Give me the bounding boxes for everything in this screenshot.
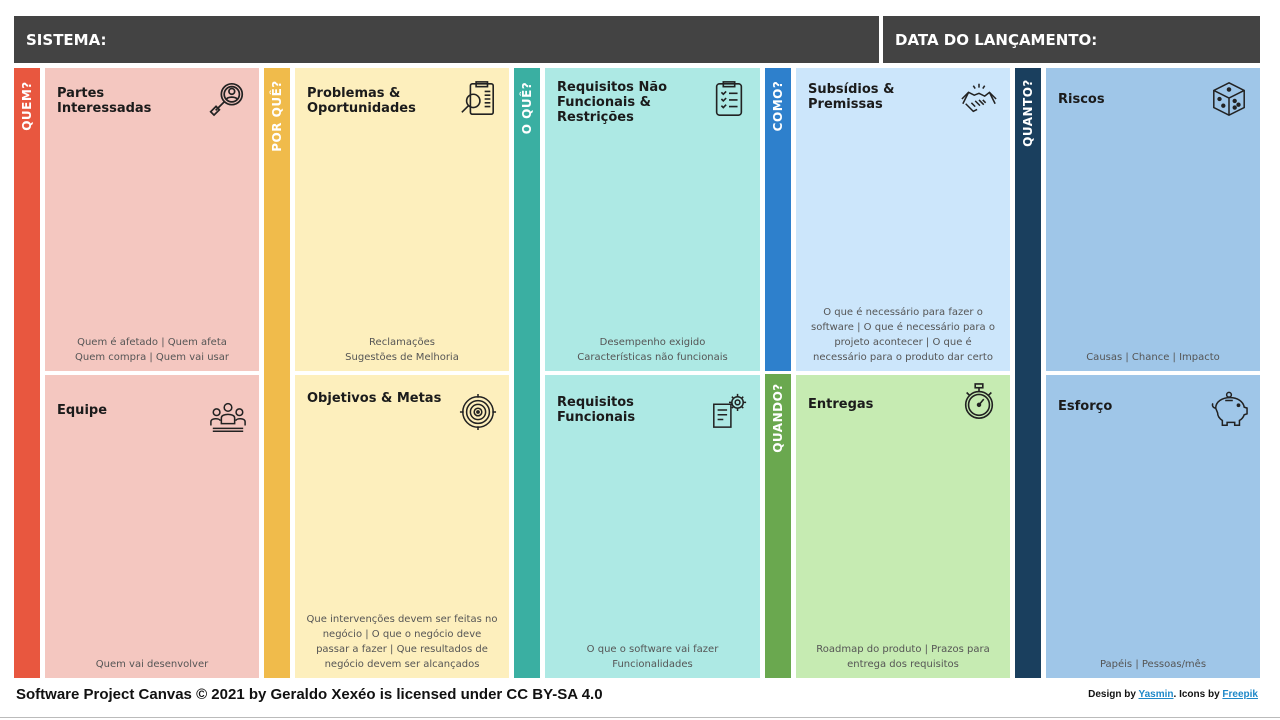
cell-partes-interessadas[interactable]: Partes Interessadas Quem é afetado | Que… [45,68,259,371]
entregas-title: Entregas [808,397,874,412]
objetivos-desc: Que intervenções devem ser feitas no negó… [306,614,498,670]
tab-como: COMO? [765,68,791,371]
tab-por-que-label: POR QUÊ? [270,80,284,152]
cell-requisitos-nao-funcionais[interactable]: Requisitos Não Funcionais & Restrições D… [545,68,760,371]
partes-desc: Quem é afetado | Quem afeta Quem compra |… [74,337,230,363]
clipboard-search-icon [461,81,495,116]
equipe-title: Equipe [57,403,108,418]
cell-subsidios-premissas[interactable]: Subsídios & Premissas O que é necessário… [796,68,1010,371]
stopwatch-icon [964,383,994,419]
tab-por-que: POR QUÊ? [264,68,290,678]
cell-entregas[interactable]: Entregas Roadmap do produto | Prazos par… [796,375,1010,678]
bottom-divider [0,717,1280,718]
tab-quem-label: QUEM? [20,81,34,131]
system-name-field[interactable]: SISTEMA: [14,16,879,63]
target-icon [459,393,497,431]
cell-problemas-oportunidades[interactable]: Problemas & Oportunidades Reclamações Sug… [295,68,509,371]
equipe-desc: Quem vai desenvolver [95,659,209,670]
magnifier-person-icon [209,82,244,117]
team-icon [210,402,246,432]
freepik-link[interactable]: Freepik [1222,689,1258,700]
cell-requisitos-funcionais[interactable]: Requisitos Funcionais O que o software v… [545,375,760,678]
launch-date-field[interactable]: DATA DO LANÇAMENTO: [883,16,1260,63]
system-label: SISTEMA: [26,30,107,49]
design-by-label: Design by [1088,689,1139,700]
tab-quando: QUANDO? [765,374,791,678]
tab-quanto-label: QUANTO? [1021,79,1035,147]
esforco-title: Esforço [1058,399,1113,414]
objetivos-title: Objetivos & Metas [307,391,442,406]
tab-quem: QUEM? [14,68,40,678]
subsidios-title: Subsídios & Premissas [808,82,895,112]
cell-esforco[interactable]: Esforço Papéis | Pessoas/mês [1046,375,1260,678]
launch-date-label: DATA DO LANÇAMENTO: [895,30,1098,49]
esforco-desc: Papéis | Pessoas/mês [1099,659,1207,670]
designer-link[interactable]: Yasmin [1138,689,1174,700]
subsidios-desc: O que é necessário para fazer o software … [811,307,995,363]
entregas-desc: Roadmap do produto | Prazos para entrega … [816,644,990,670]
piggy-bank-icon [1211,391,1248,426]
partes-title: Partes Interessadas [57,86,152,116]
req-nf-title: Requisitos Não Funcionais & Restrições [557,80,668,125]
problemas-title: Problemas & Oportunidades [307,86,416,116]
dice-icon [1213,82,1245,116]
problemas-desc: Reclamações Sugestões de Melhoria [345,337,459,363]
riscos-desc: Causas | Chance | Impacto [1086,352,1220,363]
tab-o-que: O QUÊ? [514,68,540,678]
tab-quando-label: QUANDO? [771,383,785,453]
cell-equipe[interactable]: Equipe Quem vai desenvolver [45,375,259,678]
icons-by-label: . Icons by [1173,689,1223,700]
credits: Design by Yasmin. Icons by Freepik [1088,689,1258,700]
req-f-desc: O que o software vai fazer Funcionalidade… [586,644,719,670]
gear-document-icon [713,393,747,428]
tab-como-label: COMO? [771,80,785,132]
handshake-icon [961,83,997,113]
tab-o-que-label: O QUÊ? [520,81,534,135]
riscos-title: Riscos [1058,92,1105,107]
checklist-icon [715,81,743,116]
cell-riscos[interactable]: Riscos Causas | Chance | Impacto [1046,68,1260,371]
req-f-title: Requisitos Funcionais [557,395,636,425]
tab-quanto: QUANTO? [1015,68,1041,678]
license-text: Software Project Canvas © 2021 by Gerald… [16,686,603,703]
req-nf-desc: Desempenho exigido Características não fu… [577,337,728,363]
cell-objetivos-metas[interactable]: Objetivos & Metas Que intervenções devem… [295,375,509,678]
